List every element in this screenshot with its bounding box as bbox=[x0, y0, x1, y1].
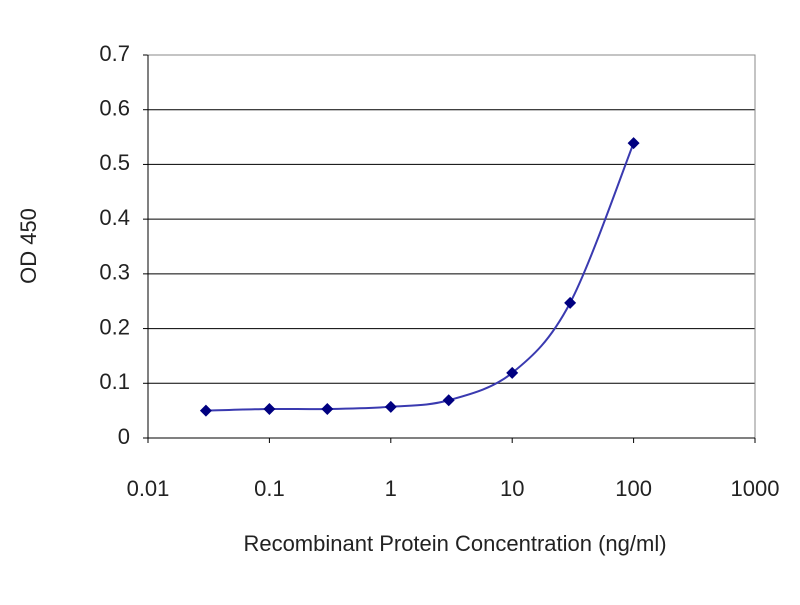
marker bbox=[384, 400, 397, 413]
plot-frame bbox=[147, 54, 756, 439]
x-tick-label: 1 bbox=[385, 476, 397, 501]
x-tick-label: 0.1 bbox=[254, 476, 285, 501]
y-tick-label: 0.7 bbox=[99, 41, 130, 66]
x-tick-label: 1000 bbox=[731, 476, 780, 501]
x-axis-label: Recombinant Protein Concentration (ng/ml… bbox=[243, 531, 666, 556]
y-tick-label: 0.2 bbox=[99, 314, 130, 339]
line bbox=[205, 142, 635, 412]
x-tick-label: 10 bbox=[500, 476, 524, 501]
y-tick-label: 0.1 bbox=[99, 369, 130, 394]
marker bbox=[442, 394, 455, 407]
y-tick-label: 0.4 bbox=[99, 205, 130, 230]
y-tick-label: 0 bbox=[118, 424, 130, 449]
marker bbox=[321, 403, 334, 416]
marker bbox=[506, 366, 519, 379]
x-tick-label: 100 bbox=[615, 476, 652, 501]
y-tick-label: 0.5 bbox=[99, 150, 130, 175]
y-tick-label: 0.6 bbox=[99, 96, 130, 121]
y-tick-label: 0.3 bbox=[99, 260, 130, 285]
x-tick-label: 0.01 bbox=[127, 476, 170, 501]
y-axis-label: OD 450 bbox=[16, 208, 41, 284]
marker bbox=[627, 137, 640, 150]
marker bbox=[263, 403, 276, 416]
marker bbox=[564, 296, 577, 309]
marker bbox=[199, 404, 212, 417]
